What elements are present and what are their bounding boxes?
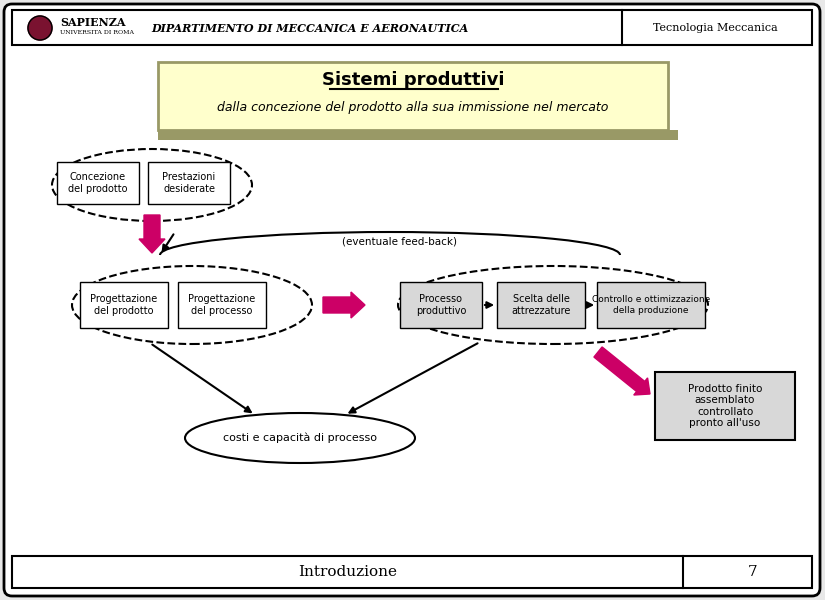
Bar xyxy=(12,10,812,45)
Text: Processo
produttivo: Processo produttivo xyxy=(416,294,466,316)
Text: Prodotto finito
assemblato
controllato
pronto all'uso: Prodotto finito assemblato controllato p… xyxy=(688,383,762,428)
Text: Scelta delle
attrezzature: Scelta delle attrezzature xyxy=(512,294,571,316)
Bar xyxy=(655,372,795,440)
Bar xyxy=(57,162,139,204)
Bar xyxy=(148,162,230,204)
Text: Progettazione
del processo: Progettazione del processo xyxy=(188,294,256,316)
Bar xyxy=(400,282,482,328)
Bar xyxy=(12,556,812,588)
Circle shape xyxy=(28,16,52,40)
Text: (eventuale feed-back): (eventuale feed-back) xyxy=(342,237,458,247)
Text: Sistemi produttivi: Sistemi produttivi xyxy=(322,71,504,89)
Text: Introduzione: Introduzione xyxy=(299,565,398,579)
FancyArrow shape xyxy=(139,215,165,253)
Bar xyxy=(497,282,585,328)
FancyArrow shape xyxy=(594,347,650,395)
Text: DIPARTIMENTO DI MECCANICA E AERONAUTICA: DIPARTIMENTO DI MECCANICA E AERONAUTICA xyxy=(151,22,469,34)
Bar xyxy=(597,282,705,328)
Text: UNIVERSITA DI ROMA: UNIVERSITA DI ROMA xyxy=(60,29,134,34)
Text: 7: 7 xyxy=(748,565,758,579)
Bar xyxy=(168,64,178,132)
Text: Progettazione
del prodotto: Progettazione del prodotto xyxy=(91,294,158,316)
Ellipse shape xyxy=(185,413,415,463)
Text: Tecnologia Meccanica: Tecnologia Meccanica xyxy=(653,23,777,33)
FancyArrow shape xyxy=(323,292,365,318)
Text: Controllo e ottimizzazione
della produzione: Controllo e ottimizzazione della produzi… xyxy=(592,295,710,314)
Bar xyxy=(158,130,678,140)
Text: costi e capacità di processo: costi e capacità di processo xyxy=(223,433,377,443)
Text: Concezione
del prodotto: Concezione del prodotto xyxy=(68,172,128,194)
Text: SAPIENZA: SAPIENZA xyxy=(60,17,125,28)
FancyBboxPatch shape xyxy=(4,4,820,596)
Bar xyxy=(178,282,266,328)
Bar xyxy=(80,282,168,328)
Bar xyxy=(158,62,668,130)
Text: dalla concezione del prodotto alla sua immissione nel mercato: dalla concezione del prodotto alla sua i… xyxy=(217,101,609,115)
Text: Prestazioni
desiderate: Prestazioni desiderate xyxy=(163,172,215,194)
